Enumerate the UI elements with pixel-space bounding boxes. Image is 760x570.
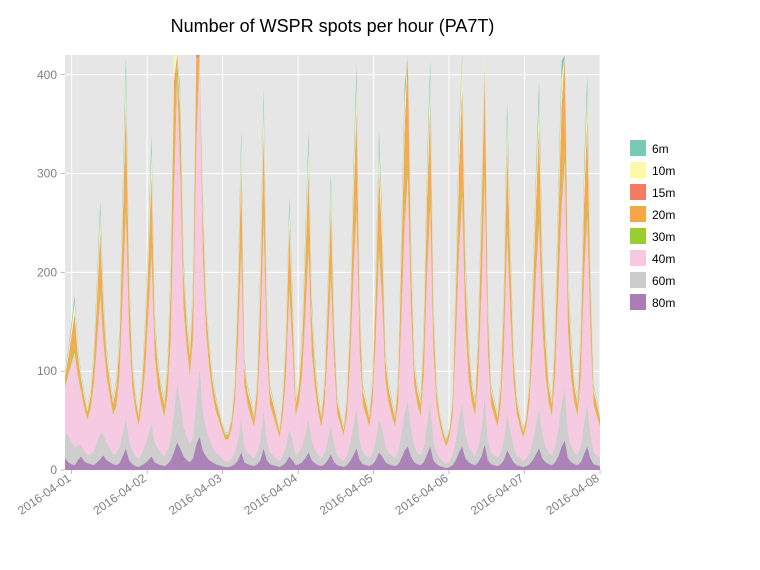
legend-swatch-20m — [630, 206, 646, 222]
legend-label-40m: 40m — [652, 252, 675, 266]
x-tick-label: 2016-04-03 — [166, 471, 225, 518]
legend-swatch-30m — [630, 228, 646, 244]
y-tick-label: 100 — [37, 364, 57, 378]
legend-label-60m: 60m — [652, 274, 675, 288]
legend-swatch-40m — [630, 250, 646, 266]
legend-label-80m: 80m — [652, 296, 675, 310]
x-tick-label: 2016-04-04 — [242, 471, 301, 518]
legend-swatch-10m — [630, 162, 646, 178]
x-tick-label: 2016-04-06 — [392, 471, 451, 518]
legend-label-30m: 30m — [652, 230, 675, 244]
wspr-chart: 0 100 200 300 400 2016-04-01 2016-04-02 2016-04… — [0, 0, 760, 570]
chart-svg: 0 100 200 300 400 2016-04-01 2016-04-02 2016-04… — [0, 0, 760, 570]
y-tick-label: 400 — [37, 68, 57, 82]
y-tick-label: 200 — [37, 265, 57, 279]
legend-label-6m: 6m — [652, 142, 669, 156]
legend-swatch-15m — [630, 184, 646, 200]
x-tick-label: 2016-04-08 — [543, 471, 602, 518]
legend-swatch-80m — [630, 294, 646, 310]
x-tick-label: 2016-04-02 — [91, 471, 150, 518]
x-tick-label: 2016-04-01 — [15, 471, 74, 518]
chart-title: Number of WSPR spots per hour (PA7T) — [171, 16, 495, 36]
legend-label-15m: 15m — [652, 186, 675, 200]
legend-swatch-60m — [630, 272, 646, 288]
x-tick-label: 2016-04-07 — [468, 471, 527, 518]
legend-swatch-6m — [630, 140, 646, 156]
y-tick-label: 300 — [37, 167, 57, 181]
x-tick-label: 2016-04-05 — [317, 471, 376, 518]
legend-label-20m: 20m — [652, 208, 675, 222]
y-tick-label: 0 — [50, 463, 57, 477]
legend-label-10m: 10m — [652, 164, 675, 178]
